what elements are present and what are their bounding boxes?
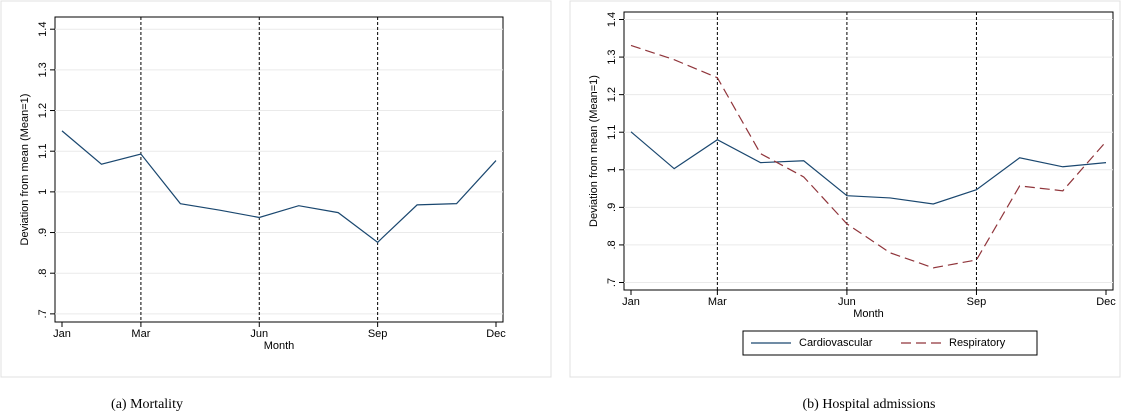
legend-box: [742, 330, 1038, 356]
y-tick-label: 1.1: [606, 125, 618, 140]
x-tick-label: Mar: [131, 328, 150, 340]
x-tick-label: Mar: [708, 296, 727, 308]
legend-label: Respiratory: [949, 337, 1006, 349]
y-tick-label: 1.3: [606, 49, 618, 64]
series-line: [630, 44, 1107, 269]
caption: (b) Hospital admissions: [803, 397, 936, 412]
x-tick-label: Jun: [838, 296, 856, 308]
y-tick-label: 1.3: [37, 62, 49, 77]
y-tick-label: .7: [606, 278, 618, 287]
x-tick-label: Jun: [250, 328, 268, 340]
x-tick-label: Sep: [967, 296, 987, 308]
y-tick-label: .9: [37, 228, 49, 237]
series-line: [61, 130, 497, 244]
y-tick-label: .8: [606, 240, 618, 249]
plot-area: [623, 11, 1114, 291]
y-tick-label: .8: [37, 269, 49, 278]
y-axis-title: Deviation from mean (Mean=1): [588, 75, 600, 227]
y-tick-label: 1.2: [37, 103, 49, 118]
legend-label: Cardiovascular: [799, 337, 873, 349]
x-tick-label: Jan: [622, 296, 640, 308]
x-tick-label: Sep: [368, 328, 388, 340]
y-tick-label: 1: [37, 189, 49, 195]
x-tick-label: Dec: [1096, 296, 1116, 308]
y-axis-title: Deviation from mean (Mean=1): [19, 94, 31, 246]
caption: (a) Mortality: [111, 397, 183, 412]
y-tick-label: .7: [37, 309, 49, 318]
y-tick-label: 1.4: [37, 22, 49, 37]
x-tick-label: Jan: [53, 328, 71, 340]
x-axis-title: Month: [264, 340, 295, 352]
plot-area: [54, 16, 504, 323]
x-axis-title: Month: [853, 308, 884, 320]
y-tick-label: .9: [606, 203, 618, 212]
y-tick-label: 1.2: [606, 87, 618, 102]
y-tick-label: 1: [606, 167, 618, 173]
y-tick-label: 1.1: [37, 144, 49, 159]
series-line: [630, 131, 1107, 205]
y-tick-label: 1.4: [606, 12, 618, 27]
x-tick-label: Dec: [486, 328, 506, 340]
